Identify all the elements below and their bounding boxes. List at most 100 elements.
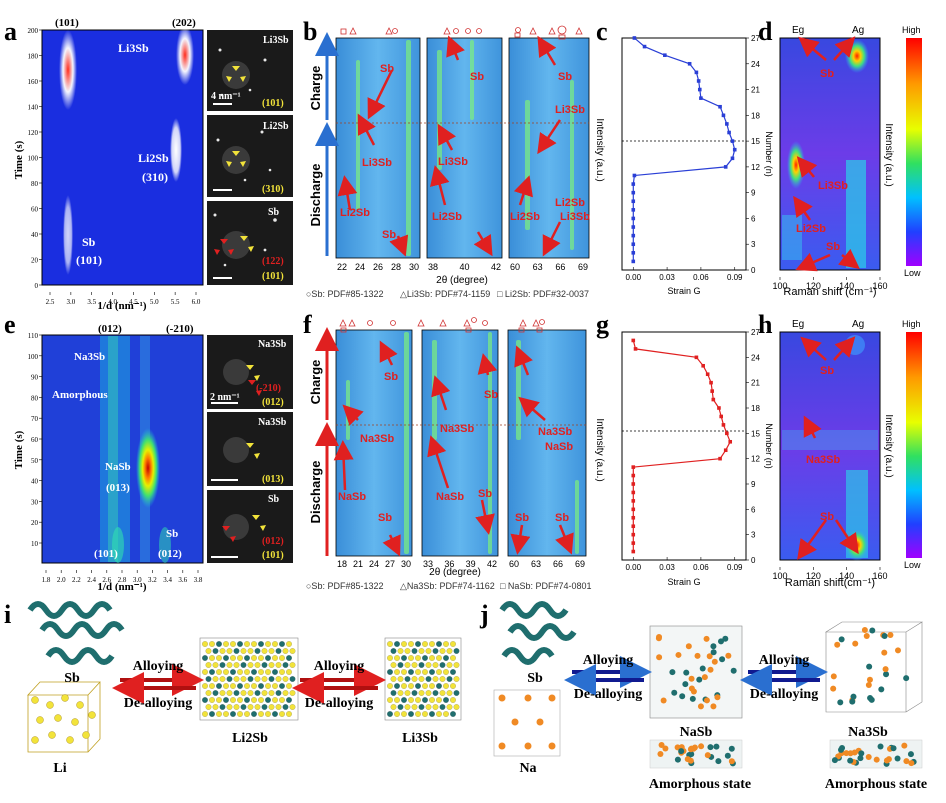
panel-c-xtick-2: 0.06 <box>693 273 709 282</box>
panel-d-xtick-3: 160 <box>872 281 887 291</box>
panel-f-label-1: Na3Sb <box>360 433 395 445</box>
panel-b-tick-0-2: 26 <box>373 262 383 272</box>
panel-a-peak-101-high <box>59 30 77 110</box>
panel-g-point-4 <box>631 515 636 520</box>
panel-e-ytick-8: 90 <box>31 374 39 382</box>
panel-f-legend-0: ○Sb: PDF#85-1322 <box>306 581 383 591</box>
saed-phase-sb-na: Sb <box>268 494 280 505</box>
panel-a-saed: Li3Sb Li2Sb Sb 4 nm⁻¹ (101) (310) (122) … <box>207 30 293 285</box>
panel-c-point-24 <box>663 53 667 57</box>
panel-letter-c: c <box>596 17 608 46</box>
panel-g-plot-area <box>621 331 747 561</box>
panel-f-label-0: Sb <box>384 371 398 383</box>
saed-index-li3sb: (101) <box>262 98 284 109</box>
panel-h-ylabel: Intensity (a.u.) <box>883 414 894 477</box>
panel-g-xtick-3: 0.09 <box>727 563 743 572</box>
saed-phase-na3sb-2: Na3Sb <box>258 417 287 428</box>
panel-d-label-2: Li2Sb <box>796 223 826 235</box>
panel-g-ylabel: Number (n) <box>764 423 774 469</box>
panel-b-direction: Charge Discharge <box>308 32 339 256</box>
panel-h-xtick-2: 140 <box>839 571 854 581</box>
panel-a-xtick-2: 3.5 <box>87 298 96 306</box>
panel-d-ylabel: Intensity (a.u.) <box>883 123 894 186</box>
panel-f-legend-1: △Na3Sb: PDF#74-1162 <box>400 581 495 591</box>
panel-b-label-5: Li2Sb <box>432 211 462 223</box>
panel-d-colorbar <box>906 38 922 266</box>
panel-g-ytick-4: 12 <box>751 455 760 464</box>
panel-g-xlabel: Strain G <box>667 577 700 587</box>
panel-b-tick-1-0: 38 <box>428 262 438 272</box>
panel-a-ytick-6: 120 <box>28 129 39 137</box>
saed-index-li2sb: (310) <box>262 184 284 195</box>
panel-b-tick-0-1: 24 <box>355 262 365 272</box>
panel-a-ytick-9: 180 <box>28 53 39 61</box>
panel-e-ytick-6: 70 <box>31 415 39 423</box>
panel-e-xtick-7: 3.2 <box>148 576 157 584</box>
panel-a-xtick-1: 3.0 <box>66 298 75 306</box>
panel-g-xtick-2: 0.06 <box>693 563 709 572</box>
panel-f-charge: Charge <box>308 360 323 405</box>
panel-c-ytick-4: 12 <box>751 163 760 172</box>
panel-f-label-4: Na3Sb <box>440 423 475 435</box>
panel-c-ytick-7: 21 <box>751 86 760 95</box>
panel-g-ytick-8: 24 <box>751 353 760 362</box>
panel-e-saed: Na3Sb Na3Sb Sb 2 nm⁻¹ (-210) (012) (013)… <box>207 335 293 563</box>
panel-c-ytick-8: 24 <box>751 60 760 69</box>
panel-c-point-25 <box>642 44 647 49</box>
panel-d: Sb Li3Sb Li2Sb Sb Eg Ag 100 120 140 160 Ram… <box>772 25 922 298</box>
panel-j-arrow-dealloying-2: De-alloying <box>750 687 818 702</box>
panel-a-ytick-1: 20 <box>31 257 39 265</box>
panel-a-xtick-0: 2.5 <box>46 298 55 306</box>
panel-c-point-13 <box>732 147 737 152</box>
panel-f-tick-2-2: 66 <box>553 559 563 569</box>
panel-f: Charge Discharge Sb Na3Sb NaSb Sb Na3Sb … <box>306 317 605 591</box>
panel-c-ytick-6: 18 <box>751 111 760 120</box>
panel-a-phase-sb: Sb <box>82 235 96 249</box>
panel-g-point-11 <box>718 456 722 461</box>
panel-c-point-12 <box>730 156 735 161</box>
saed-image-sb-na <box>207 490 293 563</box>
panel-g-point-2 <box>631 532 636 537</box>
panel-c-ytick-5: 15 <box>751 137 760 146</box>
panel-b-label-3: Sb <box>382 229 396 241</box>
saed-index-sb-101-na: (101) <box>262 550 284 561</box>
panel-f-tick-1-1: 36 <box>444 559 454 569</box>
panel-a: (101) (202) Li3Sb Li2Sb (310) Sb (101) T… <box>13 17 293 312</box>
panel-e-xtick-8: 3.4 <box>163 576 172 584</box>
panel-a-xtick-6: 5.5 <box>171 298 180 306</box>
panel-b-label-7: Sb <box>558 71 572 83</box>
panel-f-legend-2: □ NaSb: PDF#74-0801 <box>500 581 592 591</box>
panel-g-ytick-7: 21 <box>751 379 760 388</box>
saed-index-sb-012: (012) <box>262 536 284 547</box>
panel-b-label-8: Li3Sb <box>555 104 585 116</box>
panel-g-series <box>631 338 733 554</box>
panel-h-xtick-3: 160 <box>872 571 887 581</box>
panel-a-peak-202-high <box>176 25 194 85</box>
panel-h-arrows <box>797 336 859 561</box>
panel-f-discharge: Discharge <box>308 461 323 524</box>
sb-chains-illustration <box>27 601 125 665</box>
panel-g-point-25 <box>631 338 636 343</box>
panel-b-label-6: Sb <box>470 71 484 83</box>
panel-f-tick-2-3: 69 <box>575 559 585 569</box>
saed-phase-na3sb: Na3Sb <box>258 339 287 350</box>
panel-j-label-sb: Sb <box>527 671 543 686</box>
panel-g-ytick-0: 0 <box>751 556 756 565</box>
panel-g-point-10 <box>631 465 636 469</box>
panel-c-ytick-2: 6 <box>751 214 756 223</box>
panel-a-peak-310 <box>170 118 182 182</box>
saed-image-na3sb <box>207 335 293 409</box>
panel-e-phase-nasb: NaSb <box>105 461 131 473</box>
panel-e-xtick-0: 1.8 <box>42 576 51 584</box>
panel-e-xtick-10: 3.8 <box>194 576 203 584</box>
panel-c-point-3 <box>631 233 636 238</box>
panel-b-tick-0-0: 22 <box>337 262 347 272</box>
panel-e-xtick-4: 2.6 <box>102 576 111 584</box>
panel-c-point-9 <box>631 182 636 186</box>
panel-h-colorbar-high: High <box>902 319 921 329</box>
panel-f-tick-2-0: 60 <box>509 559 519 569</box>
panel-i-label-sb: Sb <box>64 671 80 686</box>
panel-a-ytick-10: 200 <box>28 27 39 35</box>
li3sb-lattice-illustration <box>384 637 462 721</box>
